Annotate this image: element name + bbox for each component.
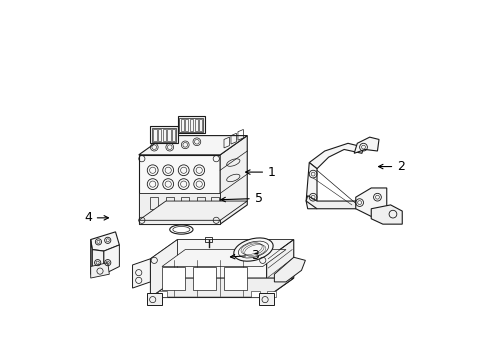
Polygon shape <box>139 155 220 224</box>
Polygon shape <box>150 126 177 143</box>
Polygon shape <box>147 293 162 305</box>
Polygon shape <box>306 163 317 209</box>
Polygon shape <box>267 291 276 297</box>
Polygon shape <box>259 293 274 305</box>
Polygon shape <box>309 143 364 169</box>
Polygon shape <box>162 266 185 289</box>
Ellipse shape <box>234 238 273 261</box>
Polygon shape <box>274 257 305 282</box>
Polygon shape <box>220 136 247 224</box>
Polygon shape <box>133 259 150 288</box>
Polygon shape <box>224 266 247 289</box>
Polygon shape <box>306 193 368 209</box>
Polygon shape <box>139 193 220 224</box>
Polygon shape <box>92 249 104 274</box>
Polygon shape <box>91 239 92 274</box>
Polygon shape <box>91 232 120 251</box>
Polygon shape <box>150 239 177 297</box>
Text: 4: 4 <box>84 211 108 224</box>
Polygon shape <box>162 249 286 266</box>
Polygon shape <box>193 266 216 289</box>
Polygon shape <box>104 245 120 274</box>
Polygon shape <box>356 188 387 216</box>
Polygon shape <box>139 136 247 155</box>
Text: 3: 3 <box>230 249 259 262</box>
Polygon shape <box>150 259 267 297</box>
Polygon shape <box>150 278 294 297</box>
Polygon shape <box>139 201 247 220</box>
Text: 2: 2 <box>379 160 405 173</box>
Text: 5: 5 <box>221 192 263 205</box>
Polygon shape <box>371 205 402 224</box>
Polygon shape <box>267 239 294 297</box>
Polygon shape <box>150 239 294 259</box>
Text: 1: 1 <box>245 166 276 179</box>
Polygon shape <box>91 263 109 278</box>
Polygon shape <box>158 291 168 297</box>
Polygon shape <box>354 137 379 153</box>
Polygon shape <box>177 116 205 133</box>
Polygon shape <box>251 291 260 297</box>
